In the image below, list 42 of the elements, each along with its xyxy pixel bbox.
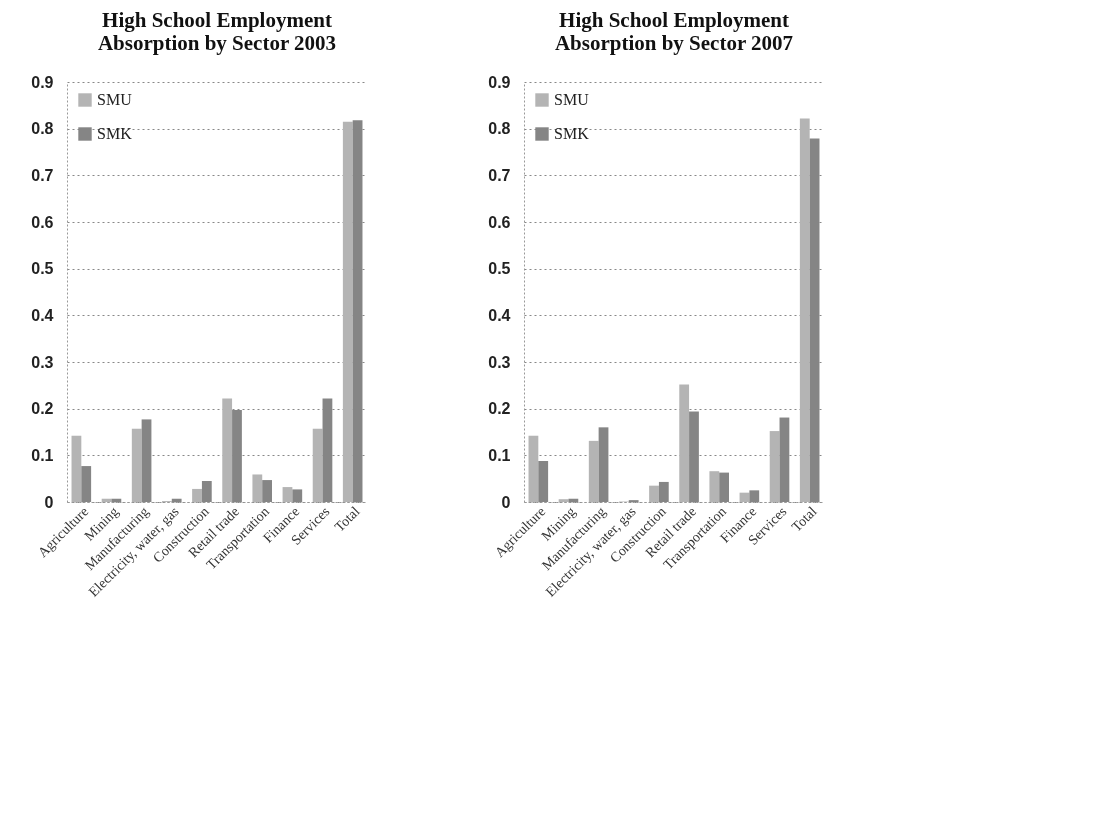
- bar: [131, 428, 142, 502]
- y-tick-label: 0.9: [488, 73, 511, 91]
- y-tick-label: 0.1: [488, 446, 511, 464]
- legend-label: SMK: [554, 125, 590, 142]
- chart-title: High School Employment Absorption by Sector 2003: [97, 8, 337, 55]
- bar: [588, 440, 599, 502]
- bar: [282, 487, 293, 502]
- bar: [252, 474, 263, 502]
- y-tick-label: 0.6: [488, 213, 511, 231]
- y-tick-label: 0.8: [488, 120, 511, 138]
- y-tick-label: 0.5: [488, 260, 511, 278]
- bar: [709, 471, 720, 502]
- y-tick-label: 0.1: [31, 446, 54, 464]
- y-tick-label: 0.3: [31, 353, 54, 371]
- y-tick-label: 0: [501, 493, 511, 511]
- legend-label: SMU: [554, 91, 590, 108]
- y-tick-label: 0.3: [488, 353, 511, 371]
- bar: [71, 435, 82, 502]
- bar: [192, 488, 202, 502]
- y-tick-label: 0.4: [31, 306, 54, 324]
- legend-label: SMU: [97, 91, 133, 108]
- y-tick-label: 0.2: [31, 400, 54, 418]
- y-tick-label: 0.2: [488, 400, 511, 418]
- y-tick-label: 0.7: [31, 166, 54, 184]
- bar: [558, 499, 569, 502]
- y-tick-label: 0.4: [488, 306, 511, 324]
- bar: [528, 435, 539, 502]
- bar: [679, 384, 690, 502]
- bar: [312, 428, 323, 502]
- bar: [649, 485, 659, 502]
- legend-label: SMK: [97, 125, 133, 142]
- y-tick-label: 0.8: [31, 120, 54, 138]
- y-tick-label: 0.5: [31, 260, 54, 278]
- y-tick-label: 0.7: [488, 166, 511, 184]
- bar: [222, 398, 233, 502]
- y-tick-label: 0: [44, 493, 54, 511]
- bar: [799, 118, 810, 502]
- bar: [342, 121, 353, 502]
- y-tick-label: 0.9: [31, 73, 54, 91]
- chart-title: High School Employment Absorption by Sector 2007: [554, 8, 794, 55]
- y-tick-label: 0.6: [31, 213, 54, 231]
- bar: [769, 431, 780, 502]
